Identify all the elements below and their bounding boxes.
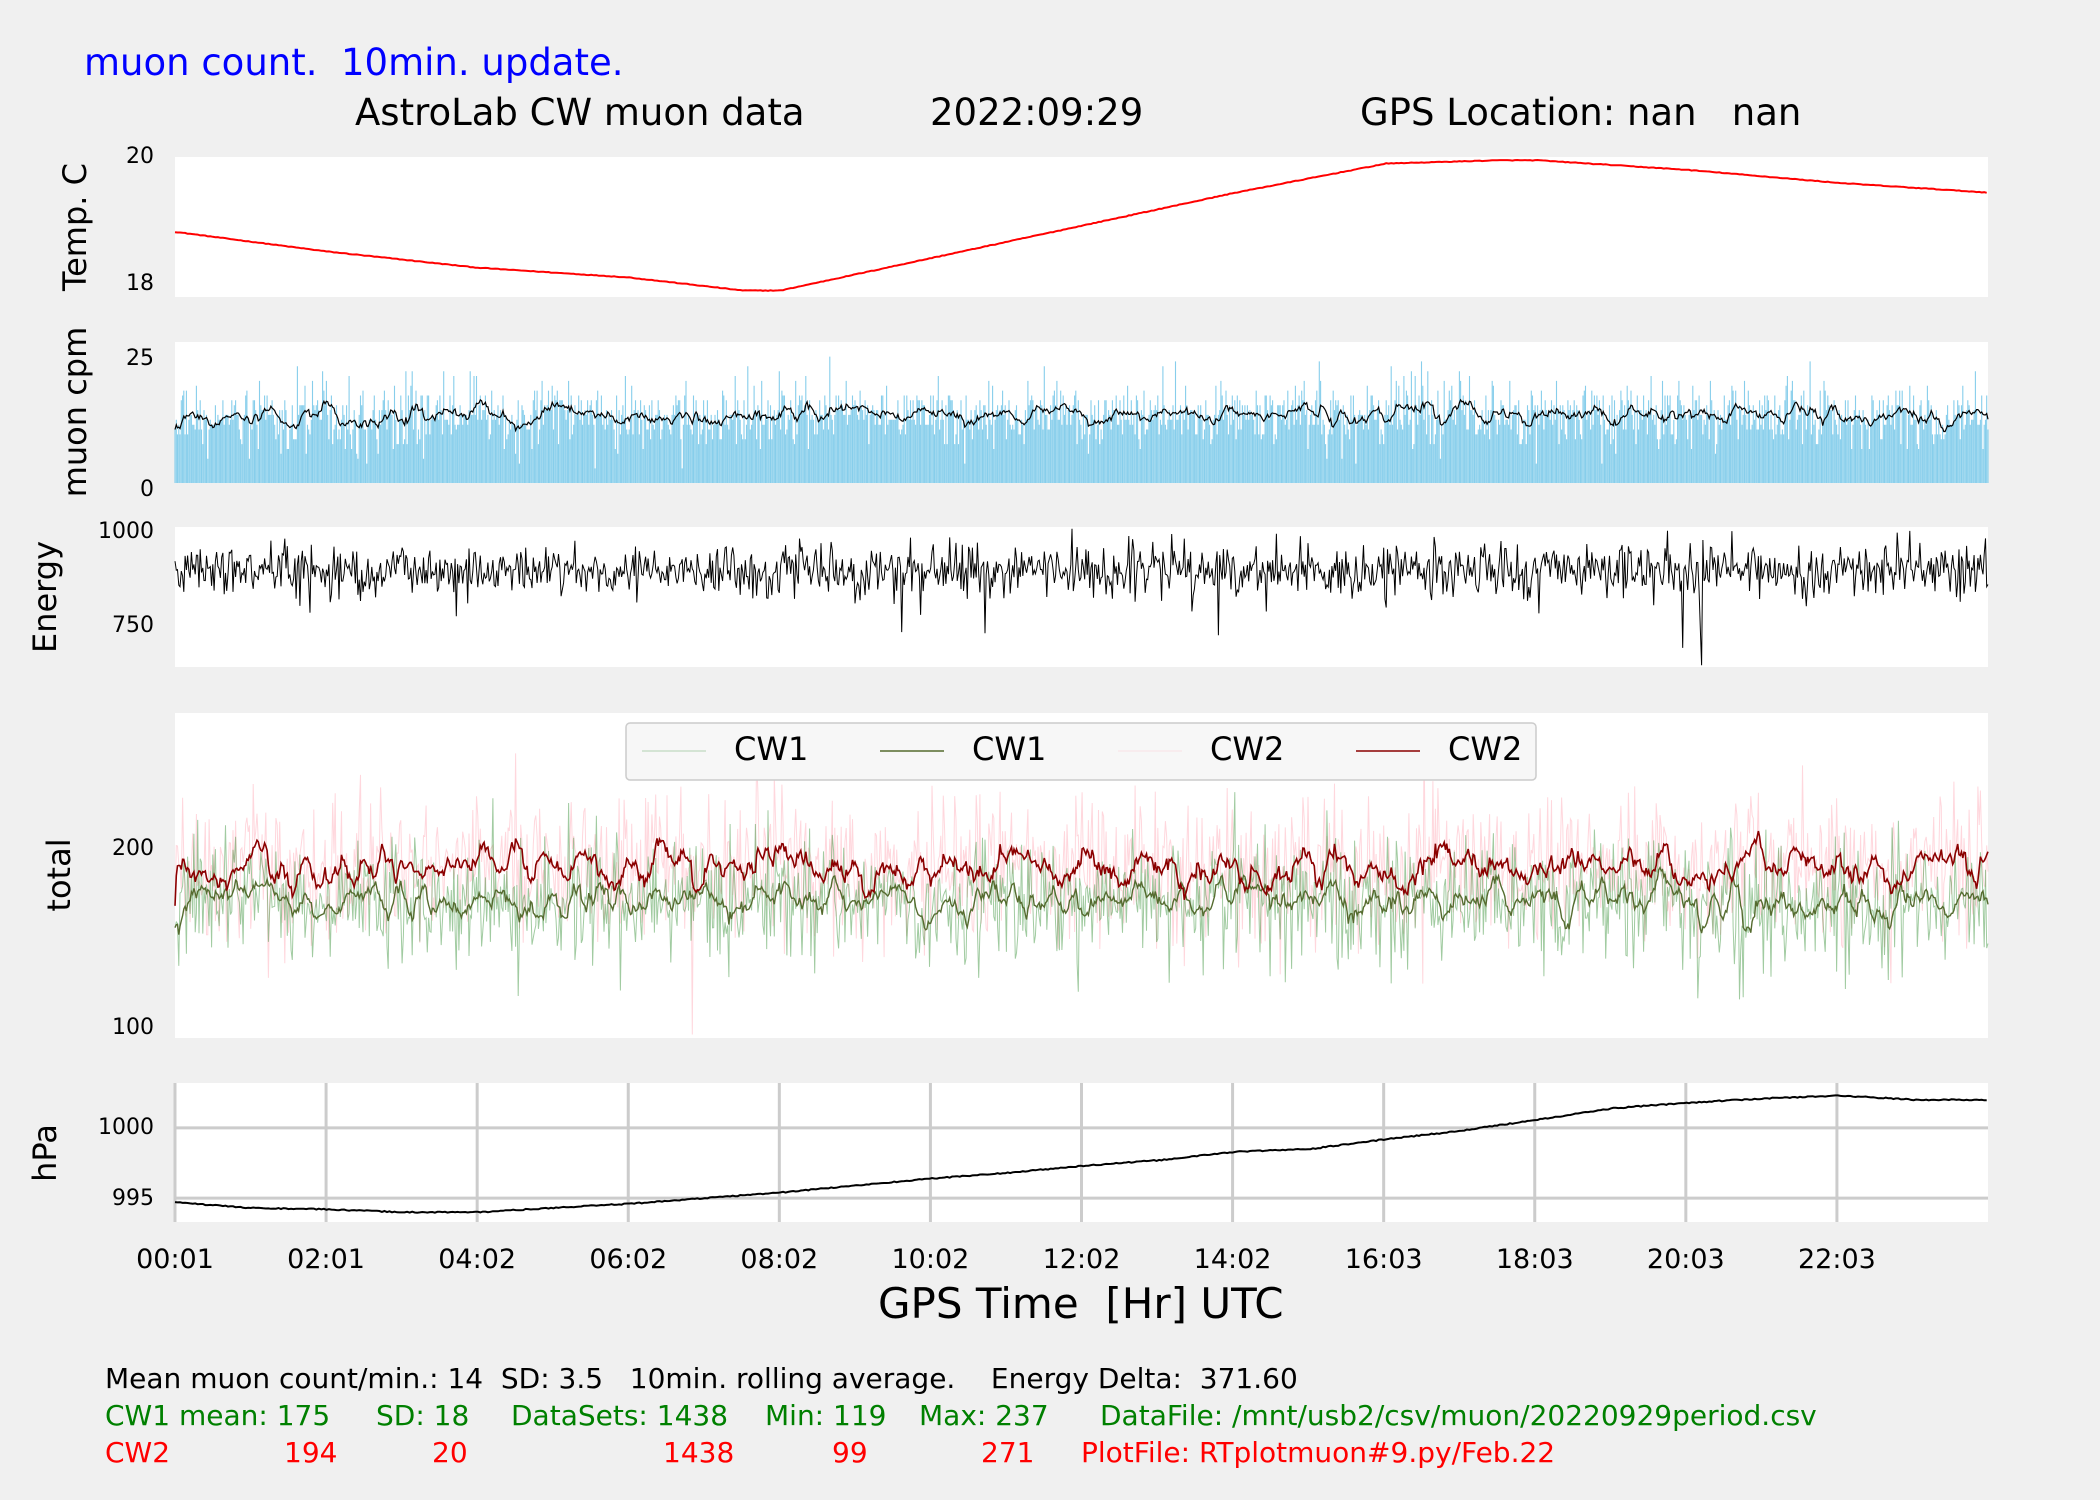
- panel-1-y-tick-label: 20: [126, 144, 154, 169]
- x-axis-label: GPS Time [Hr] UTC: [878, 1279, 1284, 1328]
- panel-1-y-tick-label: 18: [126, 271, 154, 296]
- energy-line: [174, 528, 1989, 666]
- legend: CW1 CW1 CW2 CW2: [625, 722, 1537, 781]
- stats-plotfile: PlotFile: RTplotmuon#9.py/Feb.22: [1081, 1436, 1556, 1469]
- stats-line-main: Mean muon count/min.: 14 SD: 3.5 10min. …: [105, 1362, 1298, 1395]
- x-tick-label: 10:02: [892, 1244, 970, 1275]
- chart-title: AstroLab CW muon data: [355, 91, 805, 134]
- x-tick-label: 00:01: [136, 1244, 214, 1275]
- panel-4-y-tick-label: 200: [112, 836, 154, 861]
- temperature-line: [174, 158, 1987, 292]
- stats-cw2-max: 271: [981, 1436, 1035, 1469]
- x-tick-label: 04:02: [438, 1244, 516, 1275]
- legend-box: [625, 722, 1537, 781]
- panel-2-y-tick-label: 25: [126, 346, 154, 371]
- panel-5-y-tick-label: 1000: [98, 1115, 154, 1140]
- pressure-line: [174, 1094, 1987, 1214]
- panel-5-y-tick-label: 995: [112, 1186, 154, 1211]
- panel-4-y-tick-label: 100: [112, 1015, 154, 1040]
- x-tick-label: 08:02: [740, 1244, 818, 1275]
- muon-cpm-rolling-average: [174, 398, 1989, 433]
- x-tick-label: 22:03: [1798, 1244, 1876, 1275]
- cw1-rolling-average-line: [174, 865, 1989, 935]
- x-tick-label: 12:02: [1043, 1244, 1121, 1275]
- legend-label-4: CW2: [1448, 730, 1522, 768]
- panel-5-y-axis-label: hPa: [26, 1124, 64, 1182]
- panel-4-y-axis-label: total: [40, 838, 78, 911]
- stats-cw1-max: Max: 237: [919, 1399, 1049, 1432]
- panel-2-y-tick-label: 0: [140, 477, 154, 502]
- gps-location: GPS Location: nan nan: [1360, 91, 1802, 134]
- panel-3-y-tick-label: 1000: [98, 519, 154, 544]
- x-tick-label: 06:02: [589, 1244, 667, 1275]
- stats-cw1-datasets: DataSets: 1438: [511, 1399, 729, 1432]
- x-tick-label: 16:03: [1345, 1244, 1423, 1275]
- stats-cw1-mean: CW1 mean: 175: [105, 1399, 331, 1432]
- x-tick-label: 14:02: [1194, 1244, 1272, 1275]
- panel-3-y-tick-label: 750: [112, 613, 154, 638]
- stats-cw2-label: CW2: [105, 1436, 171, 1469]
- panel-3-plot-area: [175, 527, 1988, 667]
- cw2-raw-line: [174, 732, 1989, 1035]
- panel-2-y-axis-label: muon cpm: [56, 327, 94, 498]
- legend-label-3: CW2: [1210, 730, 1284, 768]
- legend-label-1: CW1: [734, 730, 808, 768]
- update-note: muon count. 10min. update.: [84, 41, 624, 84]
- stats-cw2-sd: 20: [432, 1436, 468, 1469]
- muon-cpm-bars: [174, 356, 1989, 483]
- stats-cw2-min: 99: [832, 1436, 868, 1469]
- legend-label-2: CW1: [972, 730, 1046, 768]
- stats-cw2-datasets: 1438: [663, 1436, 735, 1469]
- x-tick-label: 20:03: [1647, 1244, 1725, 1275]
- stats-cw1-sd: SD: 18: [376, 1399, 470, 1432]
- panel-1-y-axis-label: Temp. C: [56, 163, 94, 292]
- x-tick-label: 02:01: [287, 1244, 365, 1275]
- panel-3-y-axis-label: Energy: [26, 541, 64, 653]
- stats-cw2-mean: 194: [284, 1436, 338, 1469]
- cw2-rolling-average-line: [174, 830, 1989, 906]
- stats-datafile: DataFile: /mnt/usb2/csv/muon/20220929per…: [1100, 1399, 1817, 1432]
- panel-1-plot-area: [175, 157, 1988, 297]
- chart-date: 2022:09:29: [930, 91, 1144, 134]
- stats-cw1-min: Min: 119: [765, 1399, 887, 1432]
- x-tick-label: 18:03: [1496, 1244, 1574, 1275]
